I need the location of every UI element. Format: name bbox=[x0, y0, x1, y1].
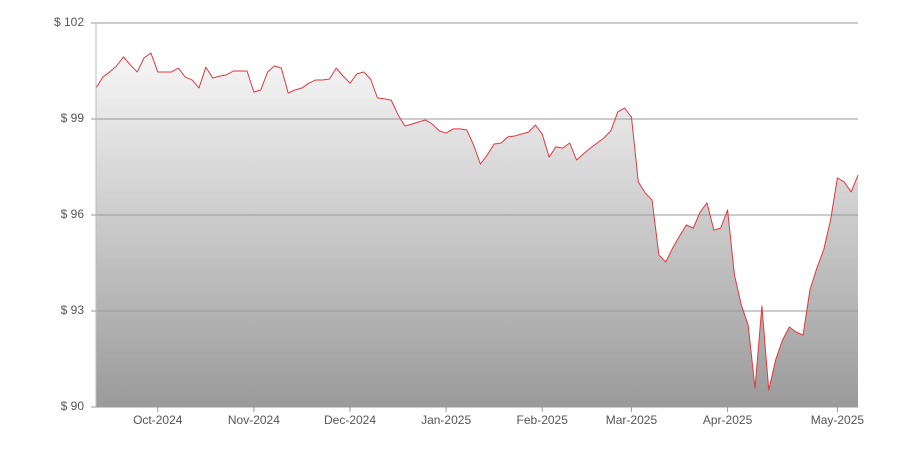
x-tick-label: Mar-2025 bbox=[606, 413, 658, 427]
x-tick-label: Apr-2025 bbox=[703, 413, 753, 427]
x-tick-label: Dec-2024 bbox=[324, 413, 376, 427]
y-tick-label: $ 102 bbox=[54, 15, 84, 29]
y-tick-label: $ 90 bbox=[61, 399, 85, 413]
y-tick-label: $ 96 bbox=[61, 207, 85, 221]
x-tick-label: Oct-2024 bbox=[133, 413, 183, 427]
y-tick-label: $ 99 bbox=[61, 111, 85, 125]
line bbox=[95, 52, 859, 391]
x-tick-label: May-2025 bbox=[811, 413, 865, 427]
area bbox=[96, 53, 858, 407]
x-tick-label: Jan-2025 bbox=[421, 413, 471, 427]
x-tick-label: Nov-2024 bbox=[228, 413, 280, 427]
x-tick-label: Feb-2025 bbox=[517, 413, 569, 427]
y-tick-label: $ 93 bbox=[61, 303, 85, 317]
